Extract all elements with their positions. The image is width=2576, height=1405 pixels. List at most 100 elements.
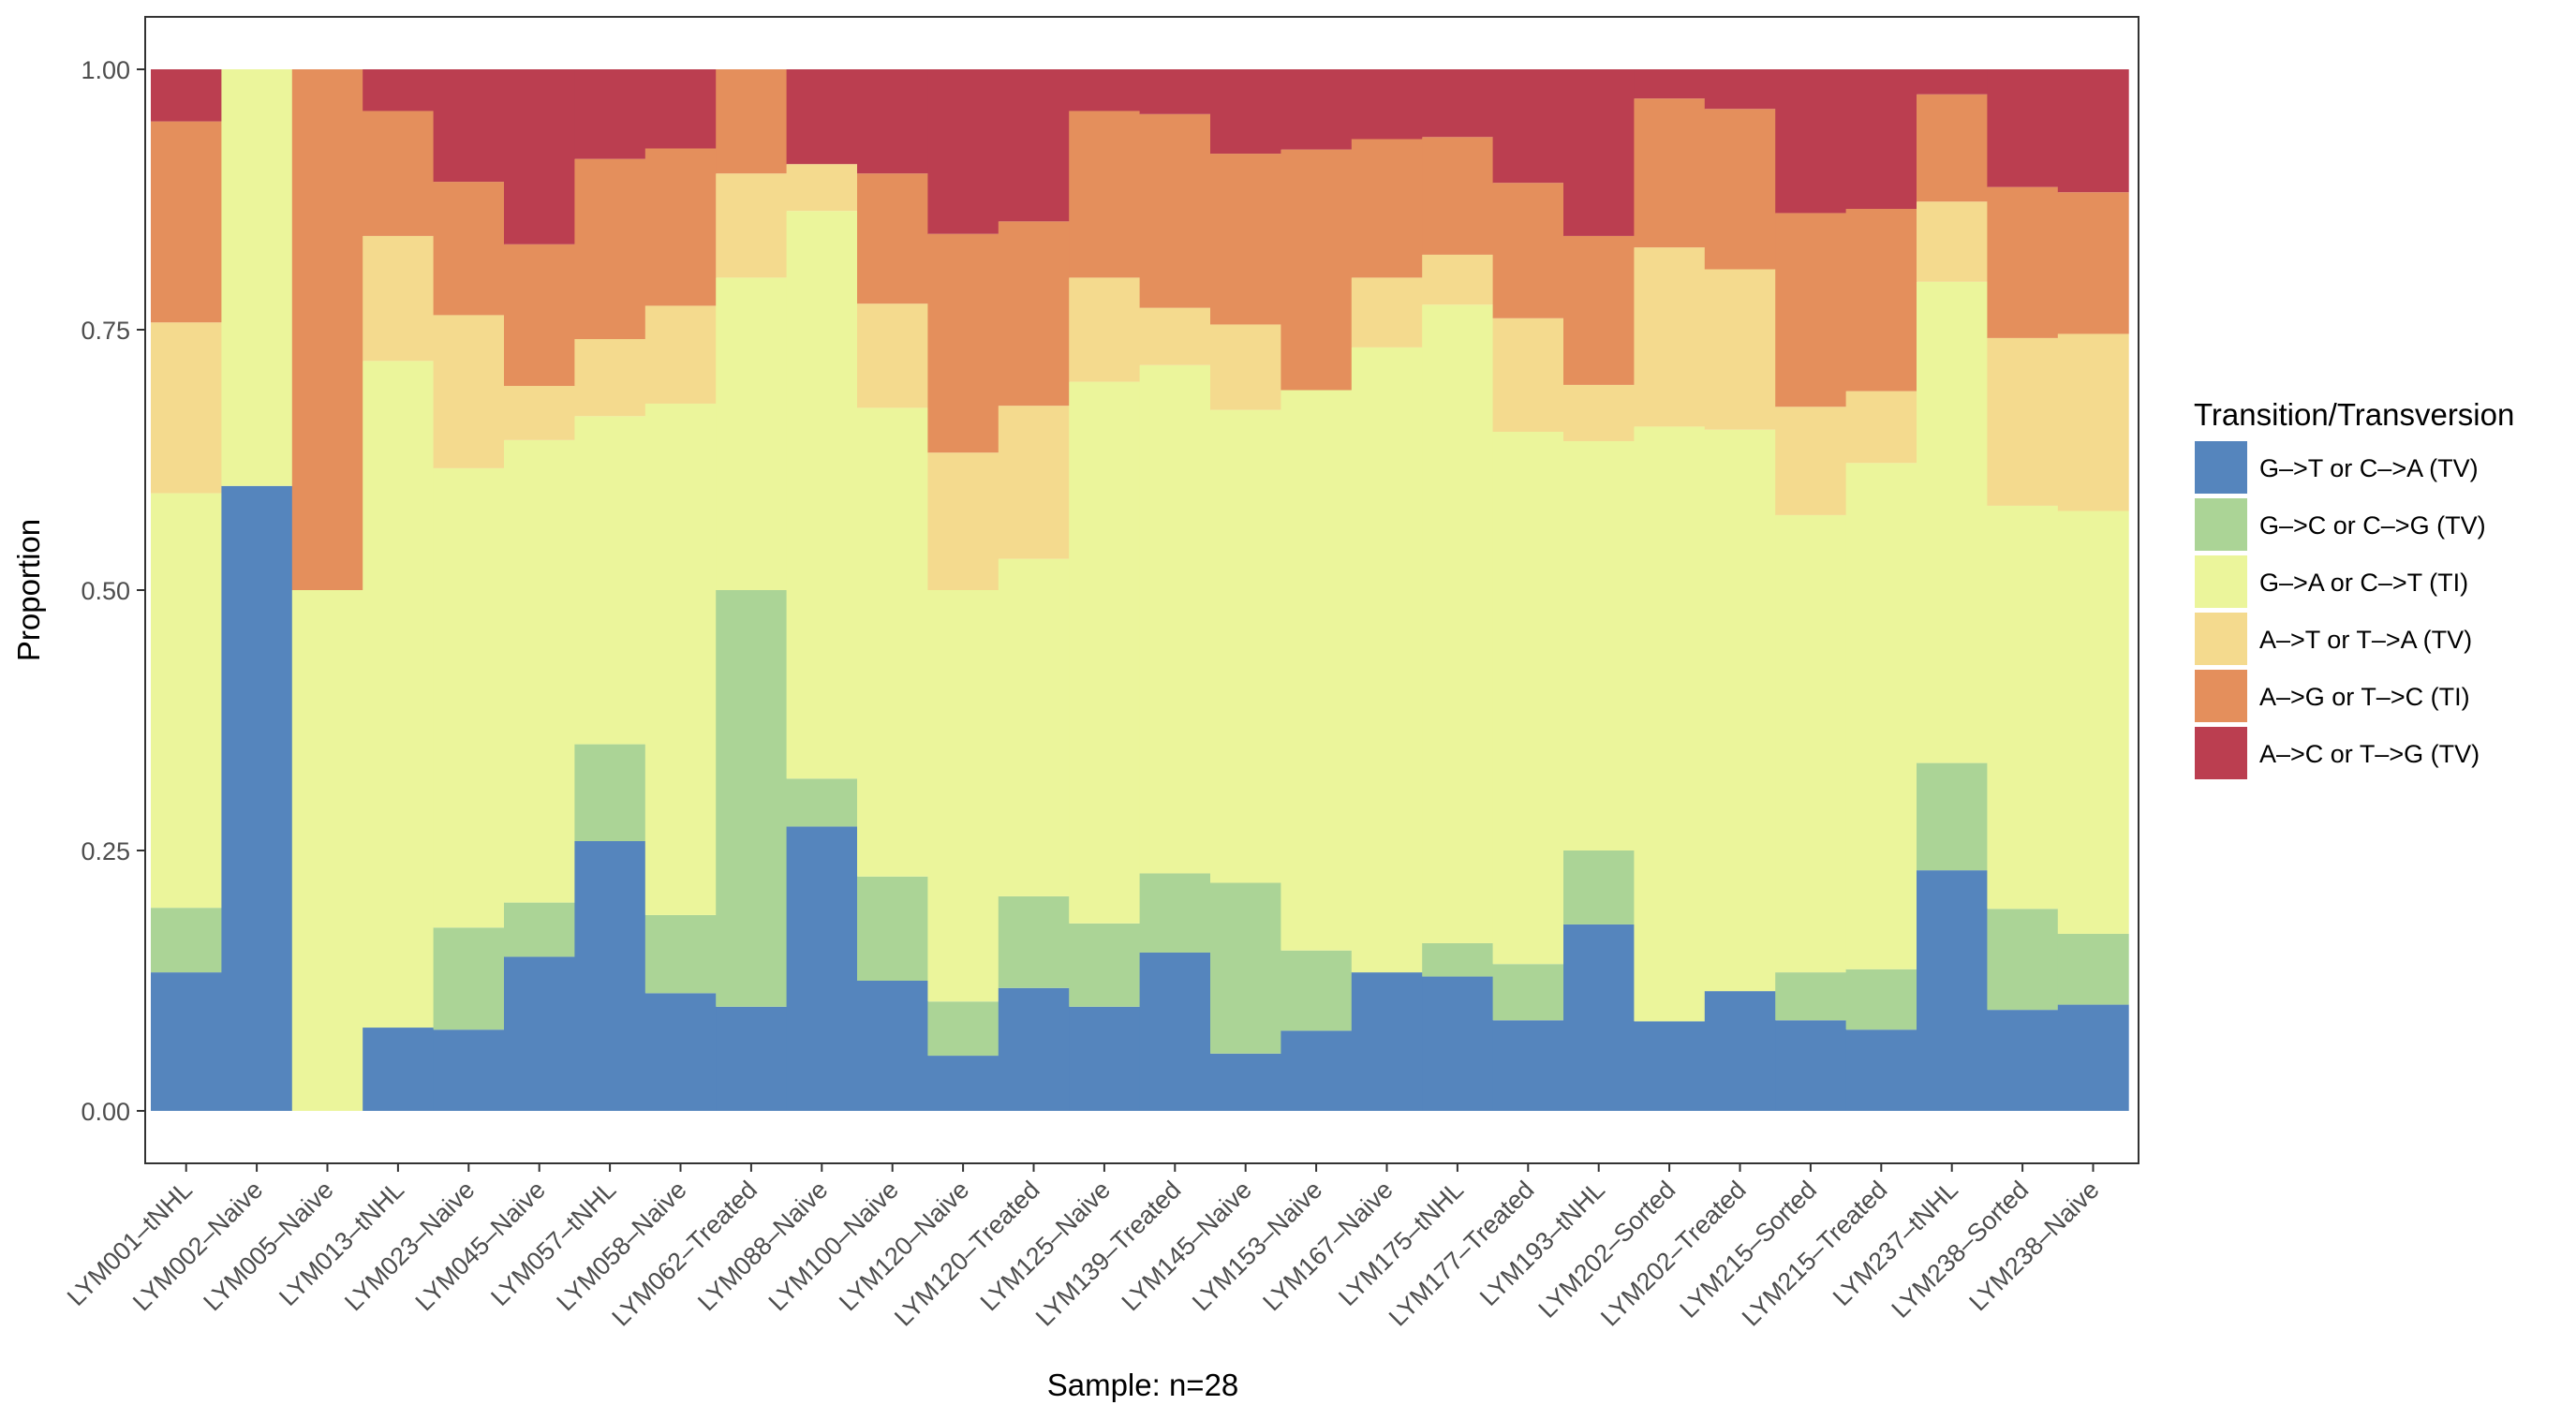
bar-segment-s3-c28: [2057, 510, 2129, 934]
bar-segment-s6-c20: [1492, 69, 1564, 184]
bar-segment-s2-c1: [151, 908, 222, 973]
bar-segment-s1-c17: [1281, 1030, 1353, 1111]
bar-segment-s2-c14: [1069, 923, 1141, 1007]
bar-segment-s6-c5: [433, 69, 505, 183]
legend-swatch: [2193, 554, 2249, 610]
x-axis: LYM001–tNHLLYM002–NaiveLYM005–NaiveLYM01…: [62, 1163, 2105, 1332]
bar-segment-s1-c21: [1563, 924, 1635, 1111]
bar-segment-s5-c24: [1775, 213, 1847, 407]
bar-segment-s2-c11: [857, 876, 928, 981]
bar-segment-s4-c9: [716, 173, 788, 278]
x-tick-label: LYM013–tNHL: [274, 1176, 409, 1311]
bar-segment-s5-c25: [1845, 209, 1917, 392]
bar-segment-s5-c15: [1139, 113, 1211, 308]
bar-segment-s5-c16: [1210, 154, 1281, 325]
bar-segment-s3-c6: [504, 439, 575, 903]
bar-segment-s5-c28: [2057, 192, 2129, 334]
bar-segment-s5-c19: [1422, 137, 1494, 255]
bar-segment-s1-c28: [2057, 1004, 2129, 1111]
bar-segment-s4-c12: [927, 452, 999, 590]
bar-segment-s3-c10: [786, 211, 858, 779]
bar-segment-s2-c6: [504, 902, 575, 957]
bar-segment-s2-c26: [1917, 762, 1988, 871]
y-tick-label: 1.00: [81, 56, 130, 84]
bar-segment-s2-c12: [927, 1001, 999, 1057]
bar-segment-s5-c5: [433, 182, 505, 316]
legend-entry-label: G–>T or C–>A (TV): [2259, 454, 2479, 482]
bar-segment-s1-c24: [1775, 1020, 1847, 1111]
bar-segment-s1-c4: [363, 1028, 435, 1111]
bar-segment-s6-c1: [151, 69, 222, 122]
bar-segment-s4-c20: [1492, 318, 1564, 432]
bar-segment-s4-c28: [2057, 333, 2129, 511]
bar-segment-s6-c10: [786, 69, 858, 165]
x-tick-label: LYM193–tNHL: [1474, 1176, 1610, 1311]
bar-segment-s4-c23: [1704, 269, 1776, 430]
bar-segment-s3-c17: [1281, 390, 1353, 951]
bar-segment-s5-c3: [291, 69, 363, 590]
bar-segment-s2-c20: [1492, 964, 1564, 1021]
x-tick-label: LYM057–tNHL: [485, 1176, 621, 1311]
bar-segment-s1-c11: [857, 981, 928, 1111]
bar-segment-s4-c7: [574, 339, 646, 417]
bar-segment-s3-c8: [644, 403, 717, 915]
bar-segment-s3-c5: [433, 467, 505, 928]
bar-segment-s3-c7: [574, 416, 646, 745]
bar-segment-s5-c26: [1917, 94, 1988, 202]
bar-segment-s5-c14: [1069, 111, 1141, 278]
bar-segment-s4-c24: [1775, 407, 1847, 515]
bar-segment-s3-c4: [363, 361, 435, 1028]
x-tick-label: LYM100–Naive: [763, 1176, 904, 1316]
x-tick-label: LYM002–Naive: [127, 1176, 268, 1316]
y-tick-label: 0.25: [81, 837, 130, 865]
bar-segment-s5-c6: [504, 244, 575, 387]
bar-segment-s5-c22: [1634, 98, 1706, 248]
bar-segment-s1-c23: [1704, 991, 1776, 1111]
y-axis: 0.00 0.25 0.50 0.75 1.00: [81, 56, 145, 1126]
bar-segment-s2-c5: [433, 927, 505, 1030]
bar-segment-s3-c21: [1563, 440, 1635, 850]
bar-segment-s1-c1: [151, 972, 222, 1111]
bar-segment-s2-c16: [1210, 882, 1281, 1054]
bar-segment-s6-c12: [927, 69, 999, 234]
legend-entry-label: G–>A or C–>T (TI): [2259, 569, 2468, 597]
bar-segment-s4-c25: [1845, 391, 1917, 464]
bar-segment-s4-c27: [1987, 337, 2059, 506]
bar-segment-s3-c22: [1634, 426, 1706, 1022]
legend-swatch: [2193, 439, 2249, 495]
bar-segment-s6-c13: [998, 69, 1070, 222]
bar-segment-s5-c27: [1987, 186, 2059, 338]
bar-segment-s6-c7: [574, 69, 646, 159]
bar-segment-s6-c19: [1422, 69, 1494, 138]
bar-segment-s1-c26: [1917, 870, 1988, 1111]
bar-segment-s4-c10: [786, 164, 858, 212]
legend-swatch: [2193, 725, 2249, 781]
bar-segment-s6-c6: [504, 69, 575, 244]
bar-segment-s3-c15: [1139, 364, 1211, 874]
bar-segment-s4-c13: [998, 406, 1070, 559]
legend: Transition/Transversion G–>T or C–>A (TV…: [2193, 397, 2514, 781]
bar-segment-s5-c11: [857, 173, 928, 304]
bar-segment-s1-c19: [1422, 976, 1494, 1111]
legend-entry-label: A–>G or T–>C (TI): [2259, 683, 2470, 711]
bar-segment-s3-c25: [1845, 463, 1917, 969]
bar-segment-s2-c15: [1139, 873, 1211, 953]
bar-segment-s5-c1: [151, 121, 222, 323]
bar-segment-s1-c14: [1069, 1006, 1141, 1111]
x-tick-label: LYM167–Naive: [1257, 1176, 1398, 1316]
x-tick-label: LYM238–Naive: [1963, 1176, 2104, 1316]
bar-segment-s2-c7: [574, 744, 646, 841]
bar-segment-s1-c6: [504, 956, 575, 1111]
bar-segment-s6-c16: [1210, 69, 1281, 155]
bar-segment-s2-c24: [1775, 972, 1847, 1021]
x-tick-label: LYM175–tNHL: [1333, 1176, 1469, 1311]
y-axis-title: Proportion: [11, 519, 46, 661]
bar-segment-s3-c19: [1422, 304, 1494, 943]
bar-segment-s1-c9: [716, 1006, 788, 1111]
x-tick-label: LYM023–Naive: [339, 1176, 480, 1316]
bar-segment-s4-c22: [1634, 247, 1706, 427]
bar-segment-s2-c25: [1845, 969, 1917, 1030]
bar-segment-s4-c8: [644, 305, 717, 404]
x-tick-label: LYM088–Naive: [692, 1176, 833, 1316]
legend-entry-label: A–>C or T–>G (TV): [2259, 740, 2480, 768]
